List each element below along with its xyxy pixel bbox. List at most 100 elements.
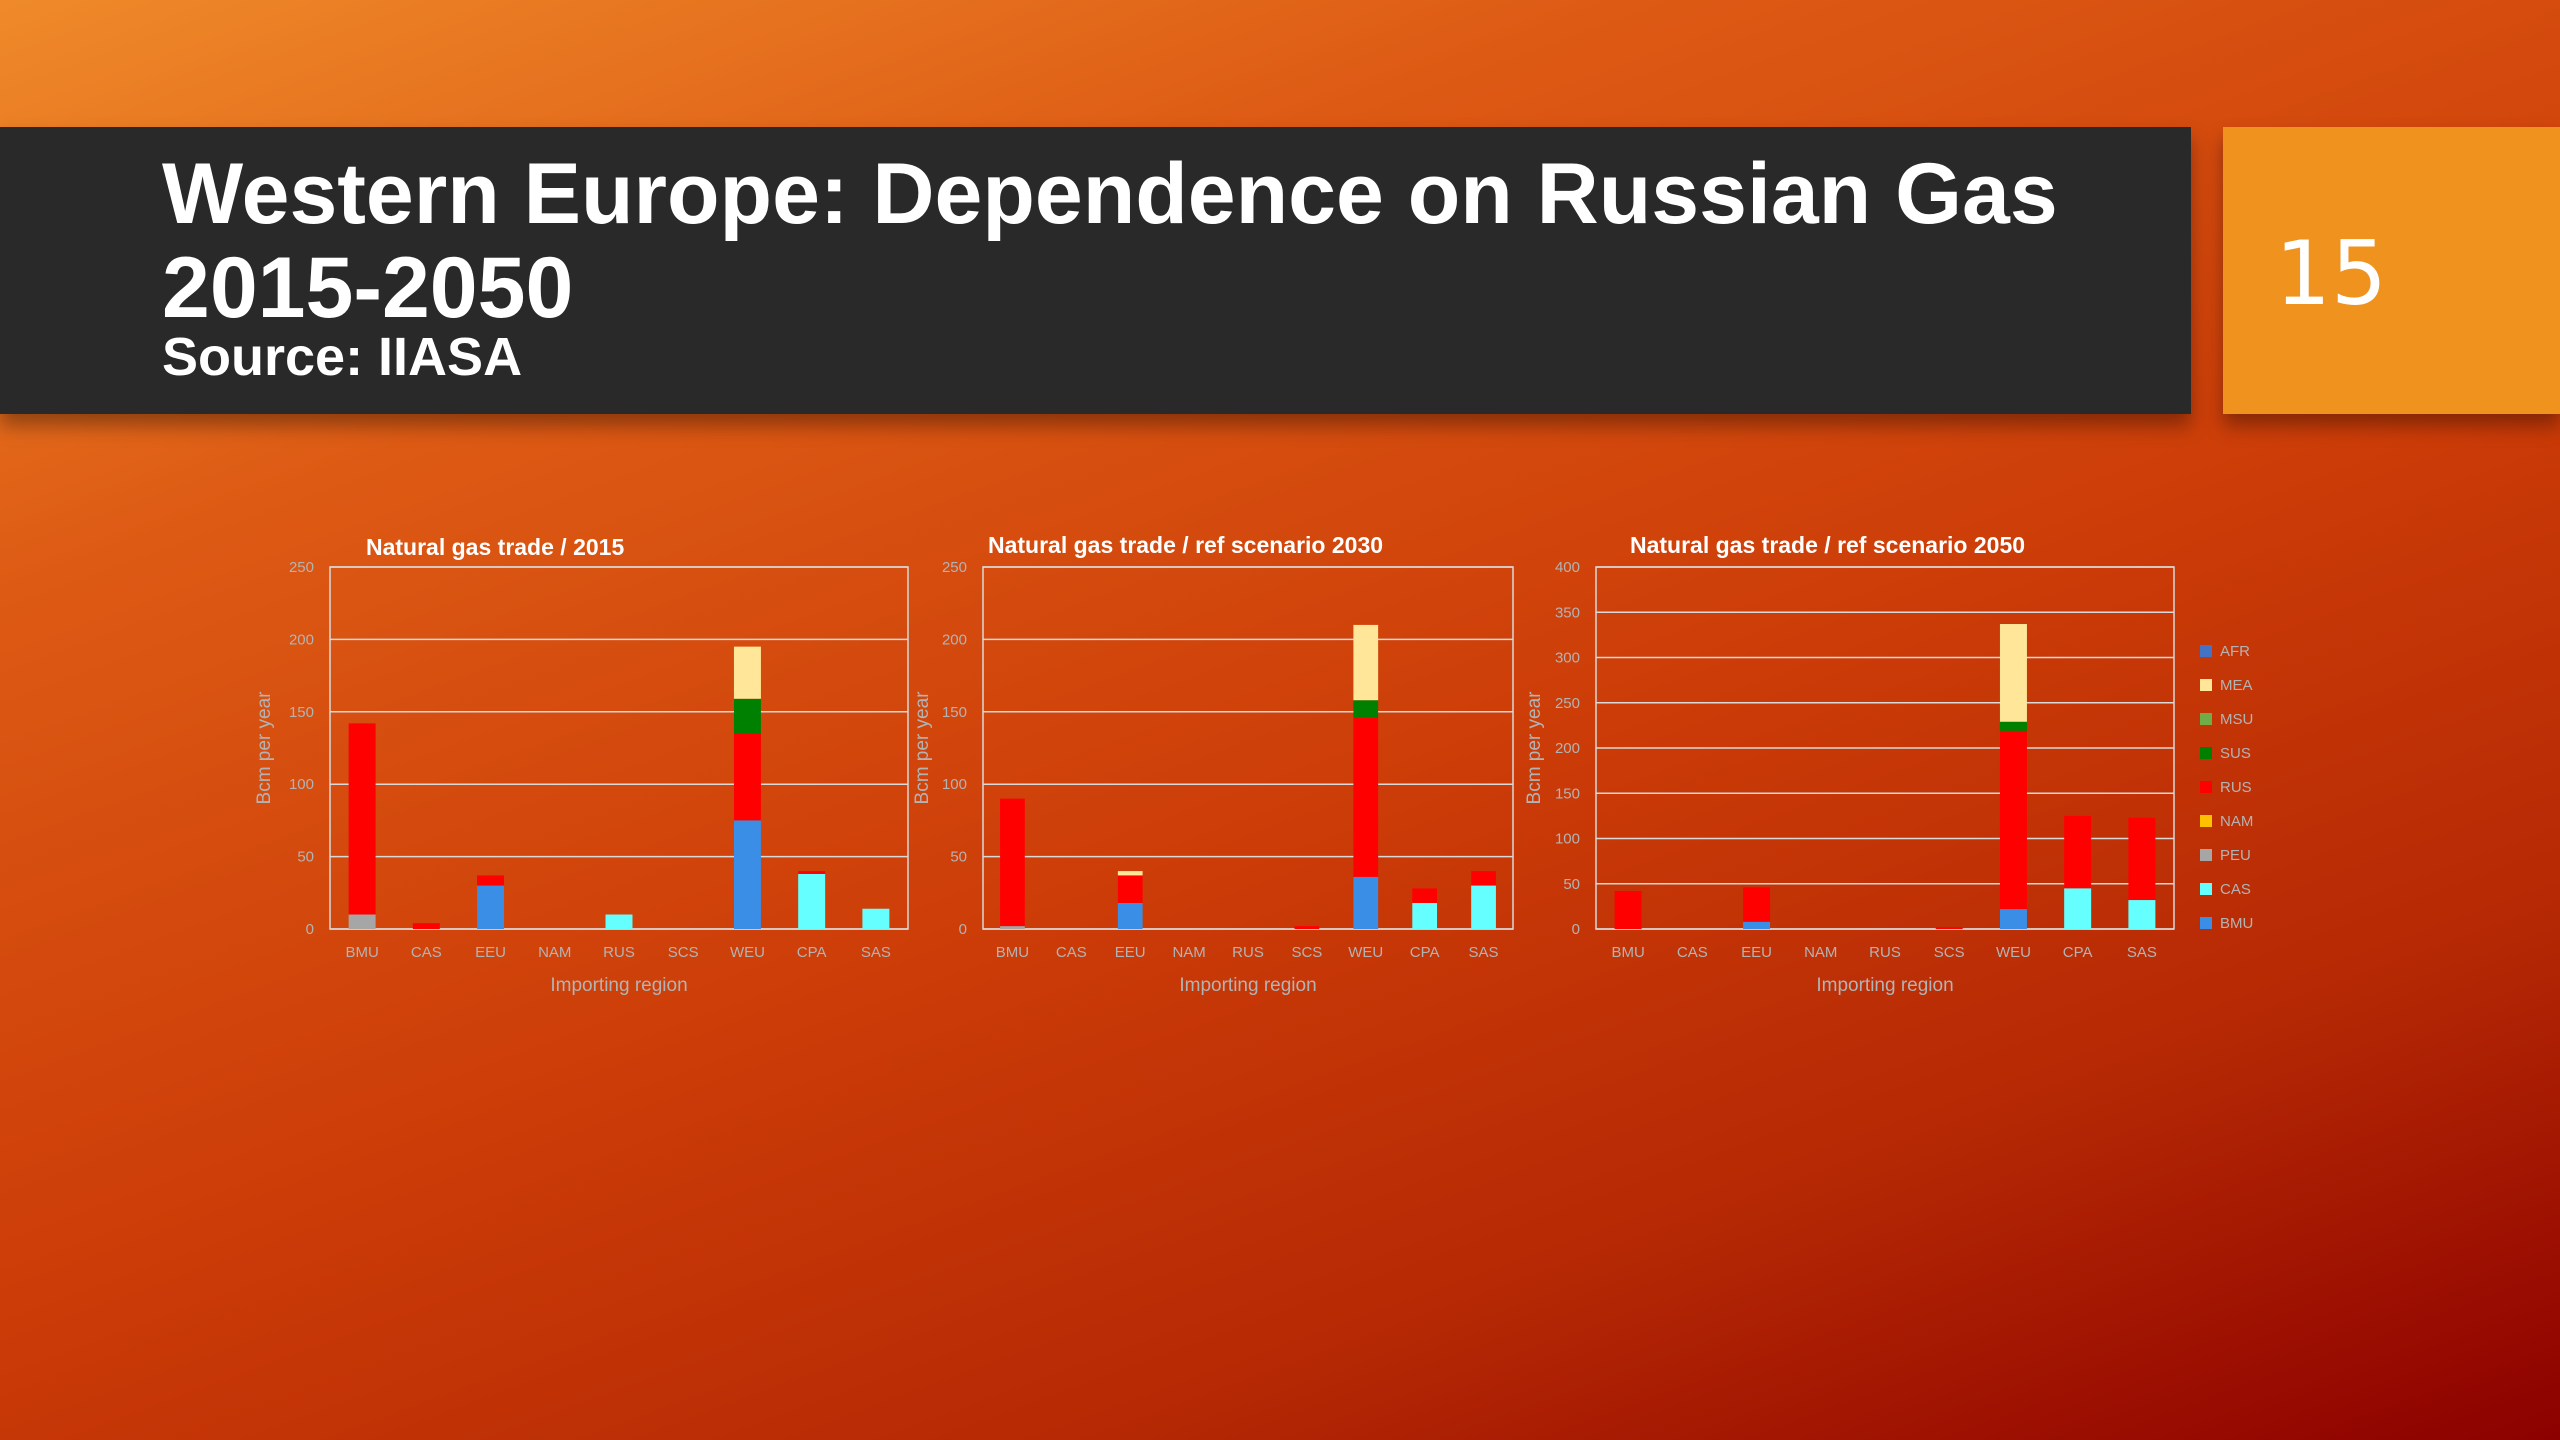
legend-label: BMU [2220,915,2253,932]
slide-number: 15 [2275,222,2387,325]
y-tick-label: 0 [1572,921,1580,938]
plot-frame [982,566,1514,930]
legend-swatch-msu [2200,713,2212,725]
chart-2015-svg: Natural gas trade / 2015 0 50 100 150 200 250 B… [254,534,909,996]
y-tick-label: 250 [942,559,967,576]
legend-label: AFR [2220,643,2250,660]
legend-swatch-mea [2200,679,2212,691]
bar-segment-eeu-rus [1743,887,1771,922]
y-tick-label: 300 [1555,650,1580,667]
slide-title: Western Europe: Dependence on Russian Ga… [162,146,2058,336]
bar-segment-rus-cas [605,914,633,929]
x-tick-label: CAS [411,944,442,961]
bar-segment-cpa-rus [798,871,826,874]
x-tick-label: CAS [1056,944,1087,961]
bar-segment-bmu-peu [348,914,376,929]
x-tick-label: SAS [1469,944,1499,961]
y-tick-label: 250 [1555,695,1580,712]
bar-segment-sas-cas [2128,900,2156,929]
y-tick-label: 0 [959,921,967,938]
y-axis-title: Bcm per year [1524,691,1545,805]
chart-2050-svg: Natural gas trade / ref scenario 2050 0 50… [1524,532,2253,996]
legend-label: PEU [2220,847,2251,864]
chart-2030-svg: Natural gas trade / ref scenario 2030 0 50… [912,532,1514,996]
y-tick-label: 200 [942,631,967,648]
y-tick-label: 200 [289,631,314,648]
bar-segment-cpa-rus [2064,815,2092,889]
bar-segment-weu-sus [1999,721,2027,731]
chart-2015: Natural gas trade / 2015 0 50 100 150 200 250 B… [240,525,920,1000]
x-tick-label: CPA [797,944,827,961]
y-tick-label: 250 [289,559,314,576]
bar-segment-weu-rus [1999,730,2027,910]
x-tick-label: WEU [730,944,765,961]
x-tick-label: BMU [1611,944,1644,961]
bar-segment-weu-mea [1999,624,2027,722]
bar-segment-cpa-cas [2064,888,2092,929]
bar-segment-weu-rus [733,733,761,821]
bar-segment-bmu-peu [1000,926,1025,929]
y-tick-label: 100 [1555,831,1580,848]
x-tick-label: RUS [1869,944,1901,961]
y-tick-label: 150 [289,704,314,721]
x-tick-label: SAS [861,944,891,961]
bar-segment-eeu-rus [1117,875,1143,903]
chart-title: Natural gas trade / 2015 [366,534,624,560]
legend-label: CAS [2220,881,2251,898]
legend-label: MEA [2220,677,2253,694]
x-tick-label: NAM [1804,944,1837,961]
legend-swatch-nam [2200,815,2212,827]
y-tick-label: 50 [1563,876,1580,893]
bar-segment-cpa-cas [798,873,826,929]
bar-segment-scs-rus [1294,926,1320,929]
bar-segment-bmu-rus [1000,798,1025,927]
y-tick-label: 100 [289,776,314,793]
y-tick-label: 50 [297,849,314,866]
bar-segment-sas-rus [2128,817,2156,901]
x-tick-label: CPA [1410,944,1440,961]
x-tick-label: EEU [1741,944,1772,961]
bar-segment-eeu-bmu [1117,902,1143,929]
y-tick-label: 350 [1555,604,1580,621]
legend-label: NAM [2220,813,2253,830]
legend-label: SUS [2220,745,2251,762]
bar-segment-bmu-rus [1614,890,1642,929]
bar-segment-sas-rus [1471,871,1496,886]
x-tick-label: SCS [1291,944,1322,961]
bar-segment-weu-mea [1353,624,1379,701]
x-tick-label: WEU [1996,944,2031,961]
bar-segment-weu-rus [1353,717,1379,877]
legend-swatch-peu [2200,849,2212,861]
x-tick-label: SCS [668,944,699,961]
x-tick-label: BMU [996,944,1029,961]
x-tick-label: SAS [2127,944,2157,961]
x-tick-label: RUS [1232,944,1264,961]
bar-segment-eeu-rus [477,875,505,886]
y-tick-label: 150 [942,704,967,721]
y-tick-label: 150 [1555,785,1580,802]
x-tick-label: NAM [538,944,571,961]
bar-segment-cas-rus [412,923,440,929]
legend-swatch-rus [2200,781,2212,793]
legend-swatch-sus [2200,747,2212,759]
bar-segment-weu-sus [733,698,761,734]
bar-segment-scs-rus [1935,927,1963,929]
x-tick-label: SCS [1934,944,1965,961]
bar-segment-weu-mea [733,646,761,699]
x-tick-label: WEU [1348,944,1383,961]
x-tick-label: NAM [1172,944,1205,961]
legend-swatch-afr [2200,645,2212,657]
x-axis-title: Importing region [1179,975,1316,996]
legend-swatch-bmu [2200,917,2212,929]
bar-segment-weu-bmu [1999,909,2027,929]
bar-segment-cpa-cas [1412,902,1438,929]
bar-segment-weu-sus [1353,700,1379,718]
bar-segment-weu-bmu [1353,876,1379,929]
bar-segment-sas-cas [1471,885,1496,929]
bar-segment-cpa-rus [1412,888,1438,903]
y-tick-label: 100 [942,776,967,793]
legend-label: RUS [2220,779,2252,796]
bar-segment-eeu-mea [1117,871,1143,876]
x-tick-label: BMU [345,944,378,961]
slide-subtitle: Source: IIASA [162,327,523,387]
